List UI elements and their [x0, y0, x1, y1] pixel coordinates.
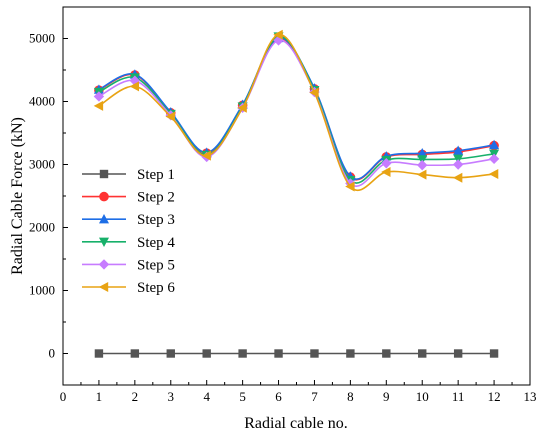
- series-layer: [93, 29, 500, 358]
- data-point: [381, 158, 392, 169]
- x-tick-label: 0: [60, 389, 67, 404]
- x-tick-label: 13: [524, 389, 537, 404]
- legend: Step 1 Step 2 Step 3 Step 4 Step 5 Step 6: [82, 167, 175, 296]
- legend-marker: [98, 259, 110, 270]
- x-tick-label: 2: [132, 389, 139, 404]
- series-line: [98, 37, 495, 181]
- x-tick-label: 10: [416, 389, 429, 404]
- legend-label: Step 5: [137, 257, 175, 273]
- data-point: [488, 168, 499, 179]
- data-point: [417, 159, 428, 171]
- data-point: [345, 181, 355, 192]
- legend-label: Step 1: [137, 167, 175, 183]
- data-point: [417, 147, 428, 158]
- legend-item: Step 6: [82, 280, 175, 296]
- y-axis-title: Radial Cable Force (kN): [9, 117, 26, 275]
- data-point: [94, 349, 104, 358]
- data-point: [166, 349, 175, 358]
- data-point: [346, 349, 355, 358]
- legend-marker: [99, 169, 109, 179]
- legend-marker: [98, 282, 109, 292]
- data-point: [310, 349, 319, 358]
- data-point: [452, 159, 464, 170]
- x-tick-label: 4: [203, 389, 210, 404]
- series-5: [93, 35, 500, 189]
- data-point: [489, 349, 499, 358]
- x-tick-label: 7: [311, 389, 318, 404]
- x-tick-label: 11: [452, 389, 465, 404]
- series-6: [93, 29, 499, 192]
- data-point: [488, 153, 500, 165]
- series-1: [94, 349, 499, 358]
- data-point: [418, 349, 427, 358]
- legend-item: Step 4: [82, 235, 175, 251]
- data-point: [201, 150, 211, 161]
- series-line: [98, 37, 495, 180]
- data-point: [202, 349, 211, 358]
- y-tick-label: 4000: [29, 94, 55, 109]
- data-point: [93, 91, 105, 102]
- data-point: [237, 102, 247, 113]
- y-tick-label: 2000: [29, 220, 55, 235]
- x-tick-label: 6: [275, 389, 282, 404]
- x-tick-label: 5: [239, 389, 246, 404]
- y-tick-label: 0: [49, 346, 56, 361]
- x-tick-label: 3: [168, 389, 175, 404]
- legend-marker: [99, 237, 109, 247]
- data-point: [129, 81, 140, 92]
- data-point: [93, 100, 104, 111]
- y-tick-label: 1000: [29, 283, 55, 298]
- legend-label: Step 3: [137, 212, 175, 228]
- data-point: [453, 145, 464, 155]
- x-tick-label: 12: [488, 389, 501, 404]
- legend-item: Step 2: [82, 190, 175, 206]
- series-line: [98, 39, 495, 187]
- data-point: [274, 349, 283, 358]
- data-point: [452, 172, 463, 183]
- data-point: [309, 87, 319, 98]
- data-point: [238, 349, 247, 358]
- legend-label: Step 6: [137, 280, 175, 296]
- data-point: [453, 349, 463, 358]
- x-tick-label: 1: [96, 389, 103, 404]
- legend-marker: [99, 214, 109, 224]
- legend-label: Step 2: [137, 190, 175, 206]
- legend-marker: [99, 191, 109, 202]
- x-tick-label: 9: [383, 389, 390, 404]
- data-point: [417, 169, 427, 180]
- plot-frame: [62, 6, 531, 386]
- data-point: [489, 139, 500, 150]
- legend-item: Step 1: [82, 167, 175, 183]
- y-tick-label: 5000: [29, 31, 55, 46]
- data-point: [273, 29, 283, 40]
- y-tick-label: 3000: [29, 157, 55, 172]
- series-line: [98, 35, 495, 184]
- x-axis-title: Radial cable no.: [244, 415, 348, 432]
- data-point: [165, 111, 175, 122]
- legend-item: Step 5: [82, 257, 175, 273]
- data-point: [381, 167, 391, 178]
- x-tick-label: 8: [347, 389, 354, 404]
- legend-item: Step 3: [82, 212, 175, 228]
- data-point: [130, 349, 140, 358]
- legend-label: Step 4: [137, 235, 175, 251]
- data-point: [382, 349, 391, 358]
